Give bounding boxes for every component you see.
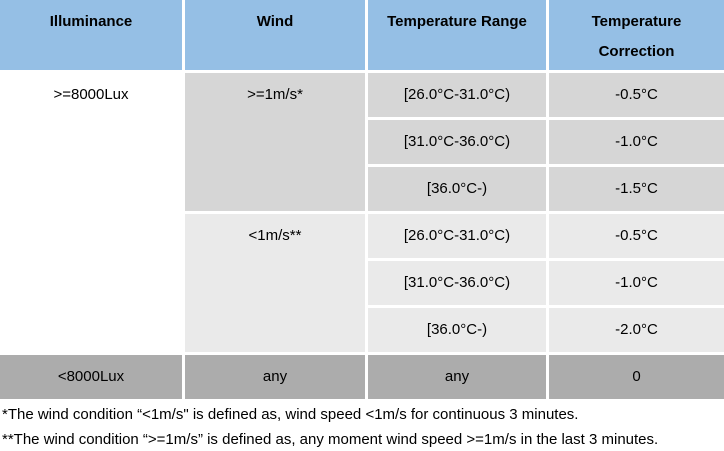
table-row: [36.0°C-) -2.0°C bbox=[0, 308, 724, 352]
range-cell: [31.0°C-36.0°C) bbox=[368, 120, 546, 164]
range-any-cell: any bbox=[368, 355, 546, 399]
col-header-wind: Wind bbox=[185, 0, 365, 70]
range-cell: [36.0°C-) bbox=[368, 308, 546, 352]
table-row: <1m/s** [26.0°C-31.0°C) -0.5°C bbox=[0, 214, 724, 352]
footnote-wind-ge1ms: **The wind condition “>=1m/s” is defined… bbox=[2, 431, 659, 448]
temperature-correction-table: Illuminance Wind Temperature Range Tempe… bbox=[0, 0, 724, 399]
col-header-temperature-correction: Temperature Correction bbox=[549, 0, 724, 70]
footnote-wind-lt1ms: *The wind condition “<1m/s" is defined a… bbox=[2, 406, 579, 423]
illuminance-high-cell: >=8000Lux bbox=[0, 73, 182, 352]
correction-zero-cell: 0 bbox=[549, 355, 724, 399]
table-row: [31.0°C-36.0°C) -1.0°C bbox=[0, 120, 724, 164]
range-cell: [26.0°C-31.0°C) bbox=[368, 73, 546, 117]
correction-cell: -1.5°C bbox=[549, 167, 724, 211]
table-row: [36.0°C-) -1.5°C bbox=[0, 167, 724, 211]
footnotes: *The wind condition “<1m/s" is defined a… bbox=[0, 402, 724, 451]
table-row: >=8000Lux >=1m/s* [26.0°C-31.0°C) -0.5°C bbox=[0, 73, 724, 352]
wind-any-cell: any bbox=[185, 355, 365, 399]
range-cell: [36.0°C-) bbox=[368, 167, 546, 211]
table-row: [31.0°C-36.0°C) -1.0°C bbox=[0, 261, 724, 305]
correction-cell: -2.0°C bbox=[549, 308, 724, 352]
correction-cell: -1.0°C bbox=[549, 261, 724, 305]
range-cell: [31.0°C-36.0°C) bbox=[368, 261, 546, 305]
correction-cell: -0.5°C bbox=[549, 73, 724, 117]
correction-cell: -1.0°C bbox=[549, 120, 724, 164]
header-row: Illuminance Wind Temperature Range Tempe… bbox=[0, 0, 724, 70]
col-header-temperature-range: Temperature Range bbox=[368, 0, 546, 70]
correction-cell: -0.5°C bbox=[549, 214, 724, 258]
temperature-correction-table-wrap: Illuminance Wind Temperature Range Tempe… bbox=[0, 0, 724, 399]
wind-ge1ms-cell: >=1m/s* bbox=[185, 73, 365, 211]
wind-lt1ms-cell: <1m/s** bbox=[185, 214, 365, 352]
col-header-illuminance: Illuminance bbox=[0, 0, 182, 70]
range-cell: [26.0°C-31.0°C) bbox=[368, 214, 546, 258]
illuminance-low-cell: <8000Lux bbox=[0, 355, 182, 399]
table-row-low-illuminance: <8000Lux any any 0 bbox=[0, 355, 724, 399]
